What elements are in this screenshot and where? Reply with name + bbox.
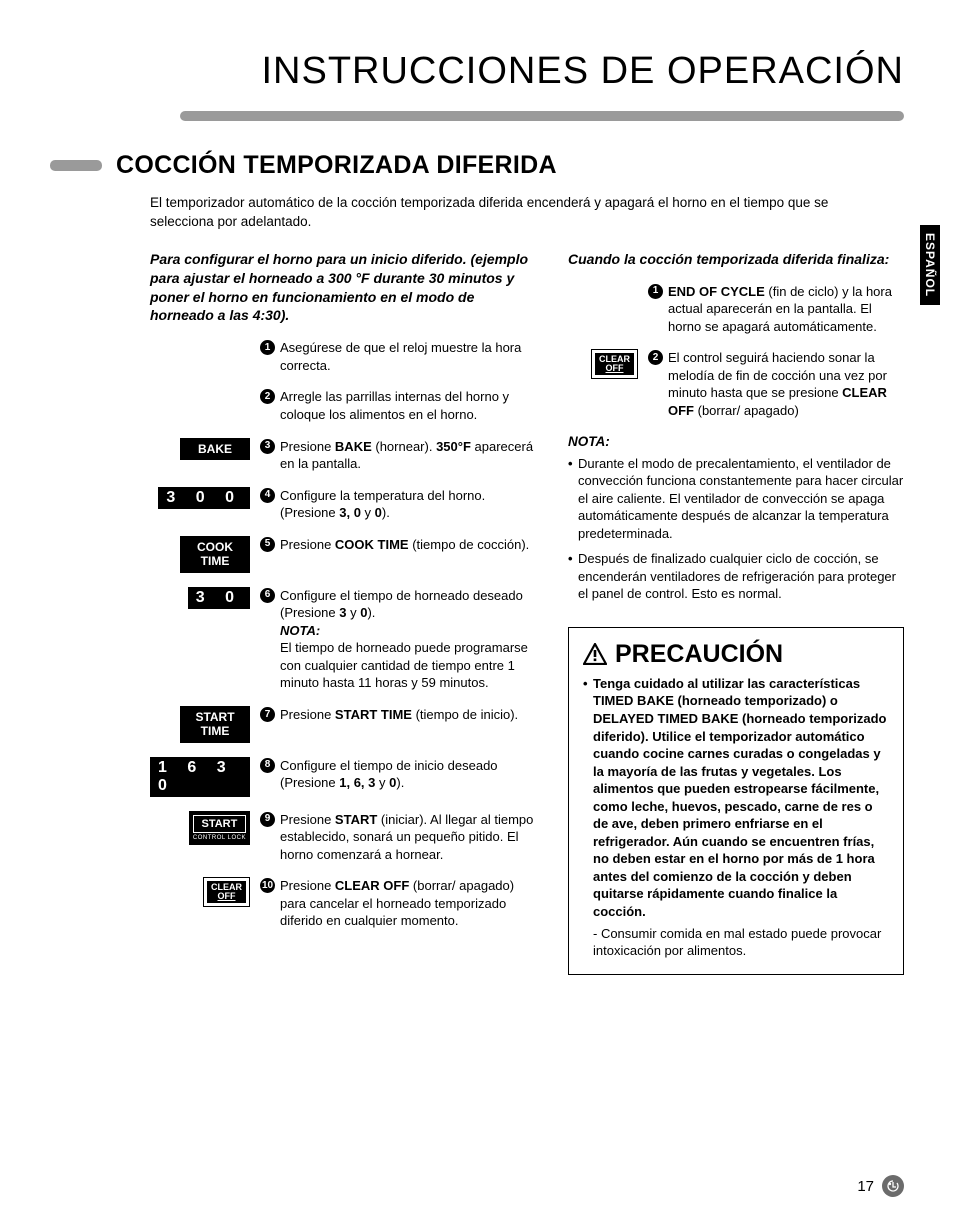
nota-bullet: •Después de finalizado cualquier ciclo d… xyxy=(568,550,904,603)
step-row: START CONTROL LOCK 9 Presione START (ini… xyxy=(150,811,540,864)
title-underline xyxy=(180,111,904,121)
step-row: 3 0 0 4 Configure la temperatura del hor… xyxy=(150,487,540,522)
step-text: Presione CLEAR OFF (borrar/ apagado) par… xyxy=(280,877,540,930)
steps-list: 1 Asegúrese de que el reloj muestre la h… xyxy=(150,339,540,930)
step-icon-col: START CONTROL LOCK xyxy=(150,811,260,845)
button-label-icon: COOKTIME xyxy=(180,536,250,573)
step-number-badge: 5 xyxy=(260,537,275,552)
step-text: Asegúrese de que el reloj muestre la hor… xyxy=(280,339,540,374)
two-column-layout: Para configurar el horno para un inicio … xyxy=(150,250,904,975)
warning-icon xyxy=(583,643,607,665)
clear-off-button-icon: CLEAROFF xyxy=(203,877,250,907)
step-text: Configure la temperatura del horno. (Pre… xyxy=(280,487,540,522)
step-text: Presione START (iniciar). Al llegar al t… xyxy=(280,811,540,864)
step-number-badge: 9 xyxy=(260,812,275,827)
right-item-text: END OF CYCLE (fin de ciclo) y la hora ac… xyxy=(668,283,904,336)
step-icon-col: 3 0 0 xyxy=(150,487,260,509)
digit-display-icon: 3 0 0 xyxy=(158,487,250,509)
step-row: CLEAROFF 10 Presione CLEAR OFF (borrar/ … xyxy=(150,877,540,930)
step-icon-col: CLEAROFF xyxy=(150,877,260,907)
nota-label: NOTA: xyxy=(568,434,904,449)
step-text: Presione START TIME (tiempo de inicio). xyxy=(280,706,540,724)
step-text: Configure el tiempo de horneado deseado … xyxy=(280,587,540,692)
step-row: 3 0 6 Configure el tiempo de horneado de… xyxy=(150,587,540,692)
step-number-badge: 6 xyxy=(260,588,275,603)
clear-off-button-icon: CLEAROFF xyxy=(591,349,638,379)
button-label-icon: BAKE xyxy=(180,438,250,460)
caution-lead: • Tenga cuidado al utilizar las caracter… xyxy=(583,675,889,921)
step-text: Arregle las parrillas internas del horno… xyxy=(280,388,540,423)
right-item-row: CLEAROFF 2 El control seguirá haciendo s… xyxy=(568,349,904,419)
left-column: Para configurar el horno para un inicio … xyxy=(150,250,540,975)
button-label-icon: STARTTIME xyxy=(180,706,250,743)
step-number-badge: 8 xyxy=(260,758,275,773)
page-number: 17 xyxy=(857,1178,874,1195)
step-icon-col: 1 6 3 0 xyxy=(150,757,260,797)
right-item-row: 1 END OF CYCLE (fin de ciclo) y la hora … xyxy=(568,283,904,336)
step-icon-col: STARTTIME xyxy=(150,706,260,743)
step-row: STARTTIME 7 Presione START TIME (tiempo … xyxy=(150,706,540,743)
step-number-badge: 2 xyxy=(260,389,275,404)
section-bullet xyxy=(50,160,102,171)
right-item-text: El control seguirá haciendo sonar la mel… xyxy=(668,349,904,419)
right-column: Cuando la cocción temporizada diferida f… xyxy=(568,250,904,975)
start-button-icon: START CONTROL LOCK xyxy=(189,811,250,845)
step-row: COOKTIME 5 Presione COOK TIME (tiempo de… xyxy=(150,536,540,573)
nota-text: Durante el modo de precalentamiento, el … xyxy=(578,455,904,543)
section-header: COCCIÓN TEMPORIZADA DIFERIDA xyxy=(50,151,904,180)
step-number-badge: 7 xyxy=(260,707,275,722)
step-row: 1 6 3 0 8 Configure el tiempo de inicio … xyxy=(150,757,540,797)
step-icon-col: BAKE xyxy=(150,438,260,460)
right-items-list: 1 END OF CYCLE (fin de ciclo) y la hora … xyxy=(568,283,904,420)
digit-display-icon: 3 0 xyxy=(188,587,250,609)
step-number-badge: 3 xyxy=(260,439,275,454)
step-number-badge: 1 xyxy=(260,340,275,355)
step-number-badge: 1 xyxy=(648,284,663,299)
right-icon-col: CLEAROFF xyxy=(568,349,648,379)
main-title: INSTRUCCIONES DE OPERACIÓN xyxy=(50,50,904,93)
step-number-badge: 4 xyxy=(260,488,275,503)
caution-sub: - Consumir comida en mal estado puede pr… xyxy=(583,925,889,960)
step-text: Configure el tiempo de inicio deseado (P… xyxy=(280,757,540,792)
left-subheading: Para configurar el horno para un inicio … xyxy=(150,250,540,326)
step-number-badge: 10 xyxy=(260,878,275,893)
brand-logo-icon xyxy=(882,1175,904,1197)
language-tab: ESPAÑOL xyxy=(920,225,940,305)
right-subheading: Cuando la cocción temporizada diferida f… xyxy=(568,250,904,269)
step-row: 1 Asegúrese de que el reloj muestre la h… xyxy=(150,339,540,374)
step-icon-col: COOKTIME xyxy=(150,536,260,573)
step-row: BAKE 3 Presione BAKE (hornear). 350°F ap… xyxy=(150,438,540,473)
nota-text: Después de finalizado cualquier ciclo de… xyxy=(578,550,904,603)
caution-box: PRECAUCIÓN • Tenga cuidado al utilizar l… xyxy=(568,627,904,975)
nota-bullet: •Durante el modo de precalentamiento, el… xyxy=(568,455,904,543)
step-text: Presione BAKE (hornear). 350°F aparecerá… xyxy=(280,438,540,473)
step-icon-col: 3 0 xyxy=(150,587,260,609)
step-number-badge: 2 xyxy=(648,350,663,365)
nota-list: •Durante el modo de precalentamiento, el… xyxy=(568,455,904,603)
caution-lead-text: Tenga cuidado al utilizar las caracterís… xyxy=(593,675,889,921)
section-title: COCCIÓN TEMPORIZADA DIFERIDA xyxy=(116,151,557,180)
caution-title: PRECAUCIÓN xyxy=(615,640,783,669)
digit-display-icon: 1 6 3 0 xyxy=(150,757,250,797)
page-footer: 17 xyxy=(857,1175,904,1197)
step-row: 2 Arregle las parrillas internas del hor… xyxy=(150,388,540,423)
intro-paragraph: El temporizador automático de la cocción… xyxy=(150,194,894,232)
step-text: Presione COOK TIME (tiempo de cocción). xyxy=(280,536,540,554)
